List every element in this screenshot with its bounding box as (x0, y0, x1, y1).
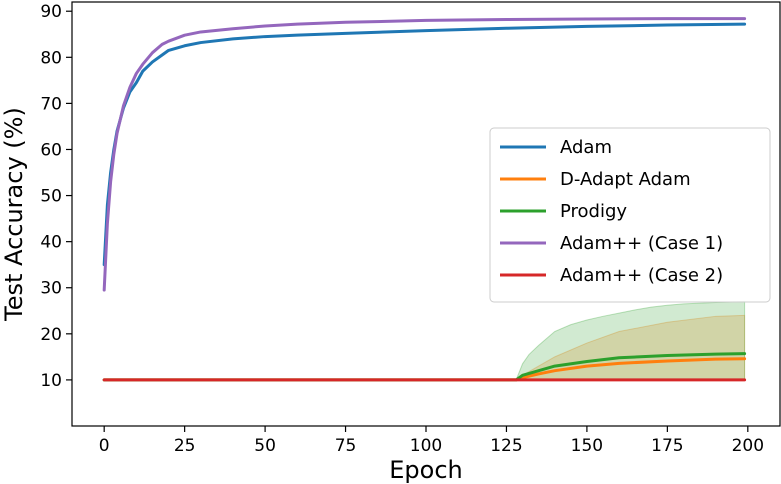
legend-entry-adam: Adam (500, 137, 612, 158)
x-tick-label: 175 (651, 436, 683, 456)
legend-label: Prodigy (560, 201, 627, 222)
y-tick-label: 40 (40, 233, 62, 253)
legend-label: Adam (560, 137, 612, 158)
legend-entry-adam-case-1: Adam++ (Case 1) (500, 233, 723, 254)
y-tick-label: 50 (40, 187, 62, 207)
legend-box (489, 127, 771, 303)
y-tick-label: 10 (40, 371, 62, 391)
y-axis-label: Test Accuracy (%) (0, 107, 28, 322)
x-tick-label: 125 (490, 436, 522, 456)
legend: Adam D-Adapt Adam Prodigy Adam++ (Case 1) Ad… (489, 127, 771, 303)
series-line-prodigy (102, 352, 747, 382)
x-tick-label: 75 (335, 436, 357, 456)
x-axis-label: Epoch (389, 456, 463, 484)
legend-entry-adam-case-2: Adam++ (Case 2) (500, 265, 723, 286)
legend-label: Adam++ (Case 1) (560, 233, 723, 254)
y-tick-label: 70 (40, 94, 62, 114)
y-tick-label: 90 (40, 2, 62, 22)
x-tick-label: 150 (571, 436, 603, 456)
x-tick-label: 200 (732, 436, 764, 456)
x-tick-label: 0 (99, 436, 110, 456)
x-tick-label: 100 (410, 436, 442, 456)
legend-label: Adam++ (Case 2) (560, 265, 723, 286)
x-axis-ticks: 0 25 50 75 100 125 150 175 200 (99, 426, 764, 456)
x-tick-label: 25 (174, 436, 196, 456)
legend-label: D-Adapt Adam (560, 169, 691, 190)
y-axis-ticks: 10 20 30 40 50 60 70 80 90 (40, 2, 72, 391)
legend-entry-prodigy: Prodigy (500, 201, 627, 222)
y-tick-label: 80 (40, 48, 62, 68)
x-tick-label: 50 (254, 436, 276, 456)
legend-items: Adam D-Adapt Adam Prodigy Adam++ (Case 1) Ad… (500, 137, 723, 286)
y-tick-label: 20 (40, 325, 62, 345)
legend-entry-d-adapt-adam: D-Adapt Adam (500, 169, 691, 190)
y-tick-label: 60 (40, 140, 62, 160)
series-lines (102, 17, 747, 382)
y-tick-label: 30 (40, 279, 62, 299)
series-line-adam-case-1 (102, 17, 747, 292)
